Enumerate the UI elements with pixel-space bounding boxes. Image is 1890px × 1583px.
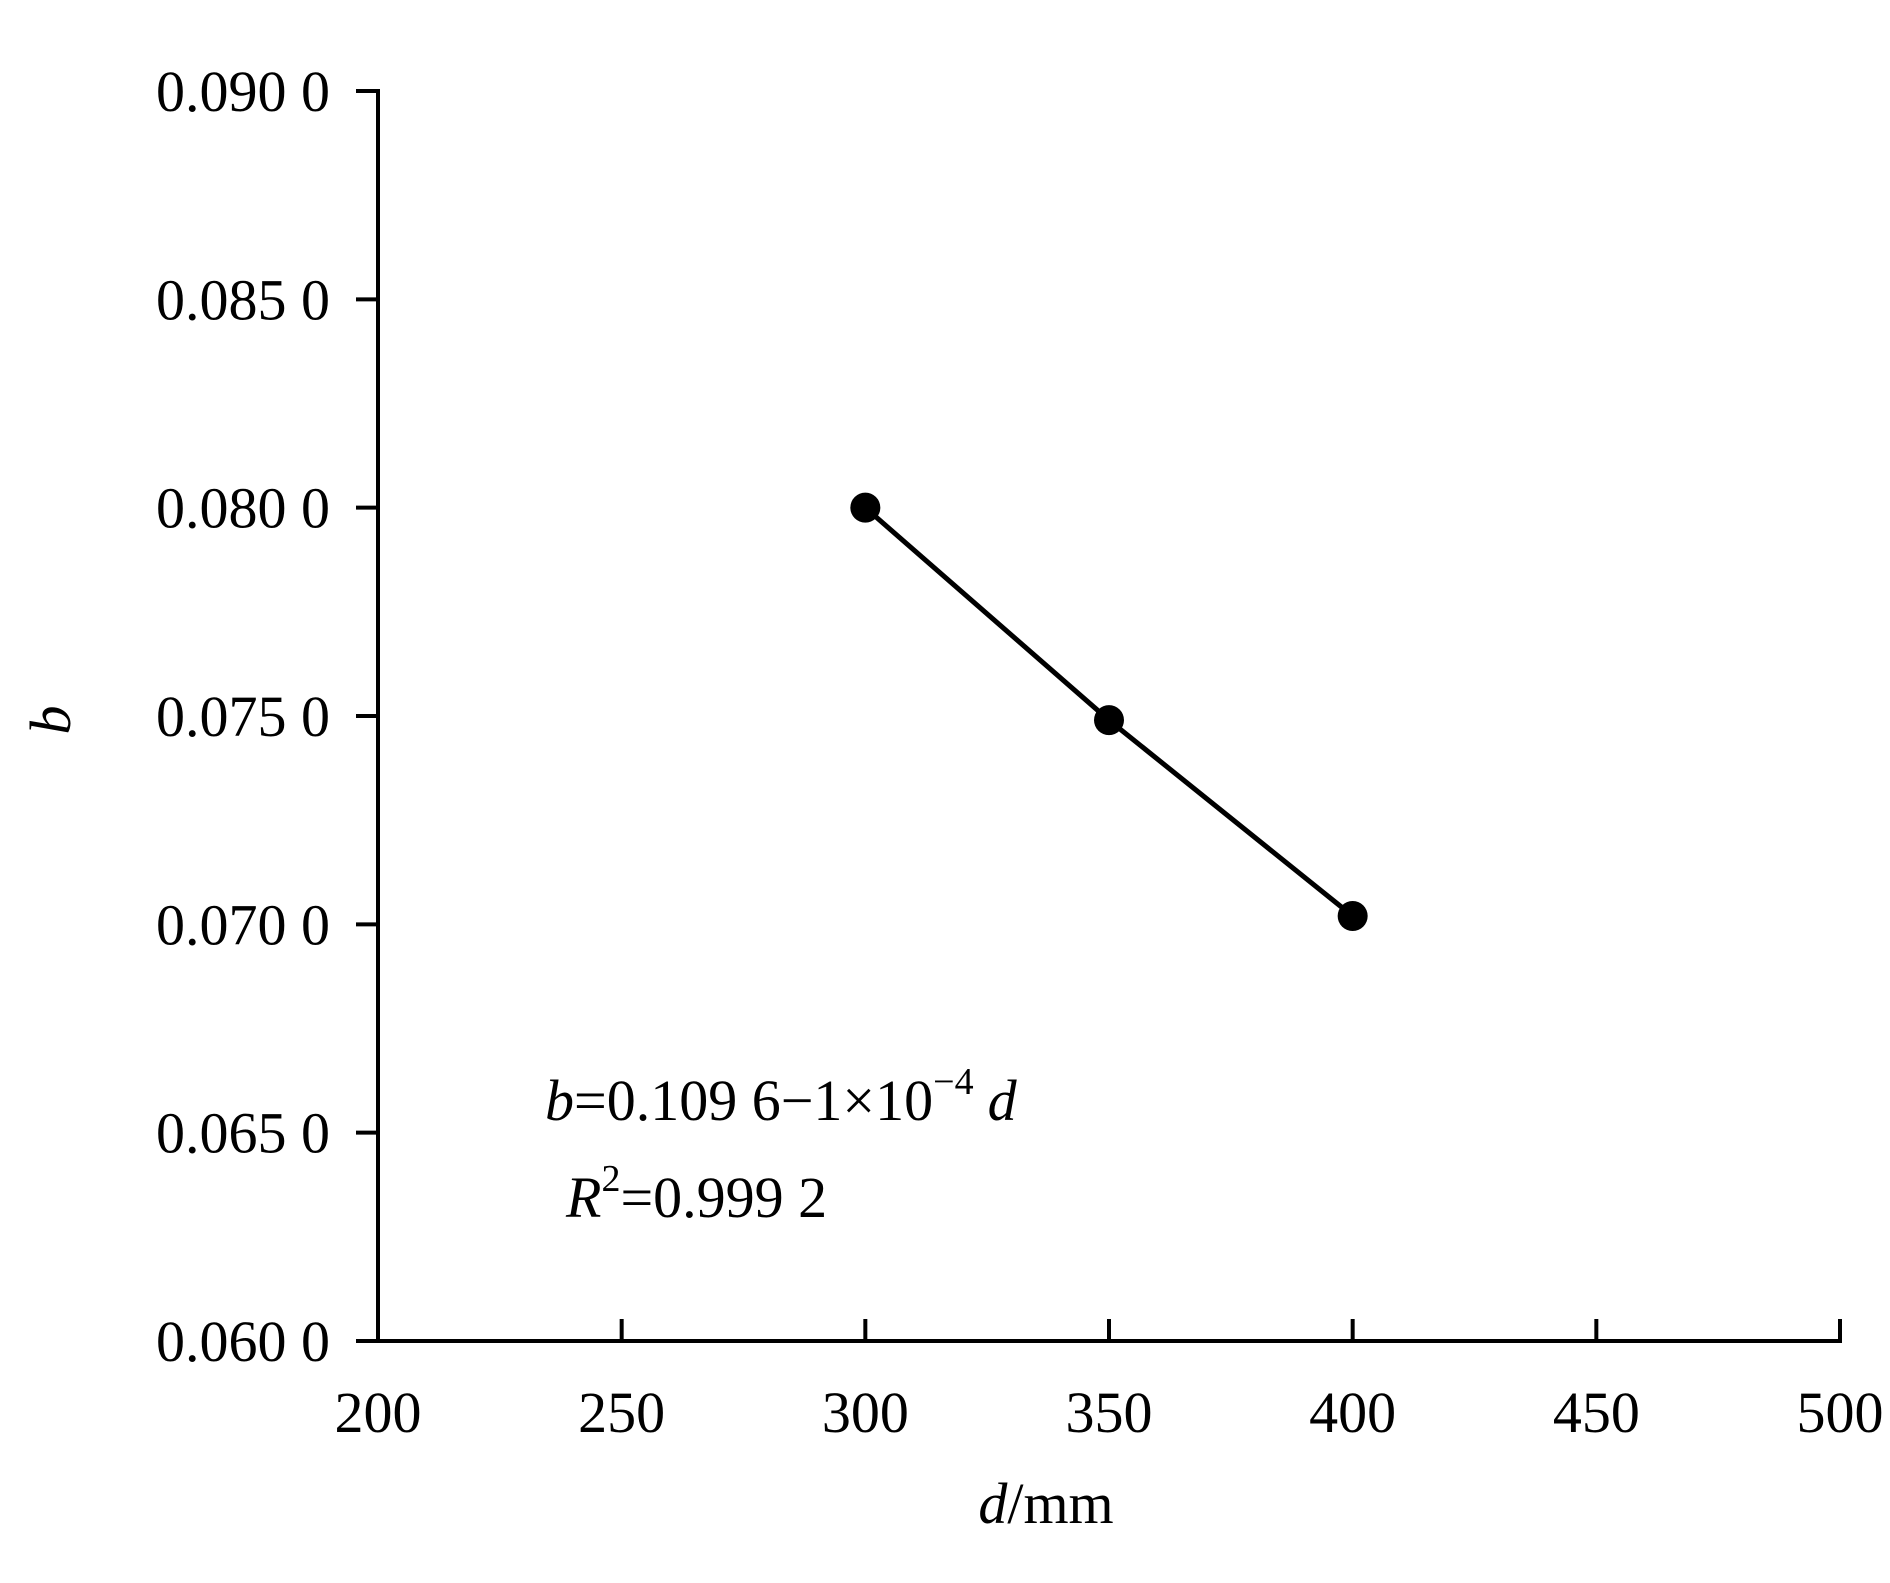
x-tick-label: 400 [1309, 1380, 1396, 1445]
y-axis-title: b [18, 706, 83, 735]
y-tick-label: 0.085 0 [156, 267, 330, 332]
x-tick-label: 350 [1066, 1380, 1153, 1445]
y-ticks: 0.060 0 0.065 0 0.070 0 0.075 0 0.080 0 0.085… [156, 59, 378, 1374]
y-tick-label: 0.065 0 [156, 1101, 330, 1166]
y-tick-label: 0.075 0 [156, 684, 330, 749]
r2-var: R [565, 1165, 601, 1230]
x-ticks: 200 250 300 350 400 450 500 [335, 1319, 1884, 1445]
x-tick-label: 450 [1553, 1380, 1640, 1445]
equation-lhs: b [545, 1068, 574, 1133]
x-axis-title-unit: /mm [1007, 1471, 1113, 1536]
data-point [850, 492, 881, 523]
r2-annotation: R2=0.999 2 [565, 1158, 827, 1230]
x-axis-title-var: d [978, 1471, 1008, 1536]
y-tick-label: 0.060 0 [156, 1309, 330, 1374]
equation-var: d [988, 1068, 1018, 1133]
r2-value: =0.999 2 [620, 1165, 827, 1230]
y-tick-label: 0.070 0 [156, 892, 330, 957]
equation-exponent: −4 [933, 1061, 973, 1103]
x-tick-label: 500 [1797, 1380, 1884, 1445]
x-tick-label: 200 [335, 1380, 422, 1445]
data-point [1337, 901, 1368, 931]
series-layer [850, 492, 1368, 931]
x-tick-label: 250 [578, 1380, 665, 1445]
r2-exponent: 2 [601, 1158, 620, 1200]
x-tick-label: 300 [822, 1380, 909, 1445]
equation-annotation: b=0.109 6−1×10−4 d [545, 1061, 1018, 1133]
equation-rhs: =0.109 6−1×10 [574, 1068, 933, 1133]
data-point [1094, 705, 1124, 736]
y-tick-label: 0.080 0 [156, 476, 330, 541]
x-axis-title: d/mm [978, 1471, 1113, 1536]
y-tick-label: 0.090 0 [156, 59, 330, 124]
